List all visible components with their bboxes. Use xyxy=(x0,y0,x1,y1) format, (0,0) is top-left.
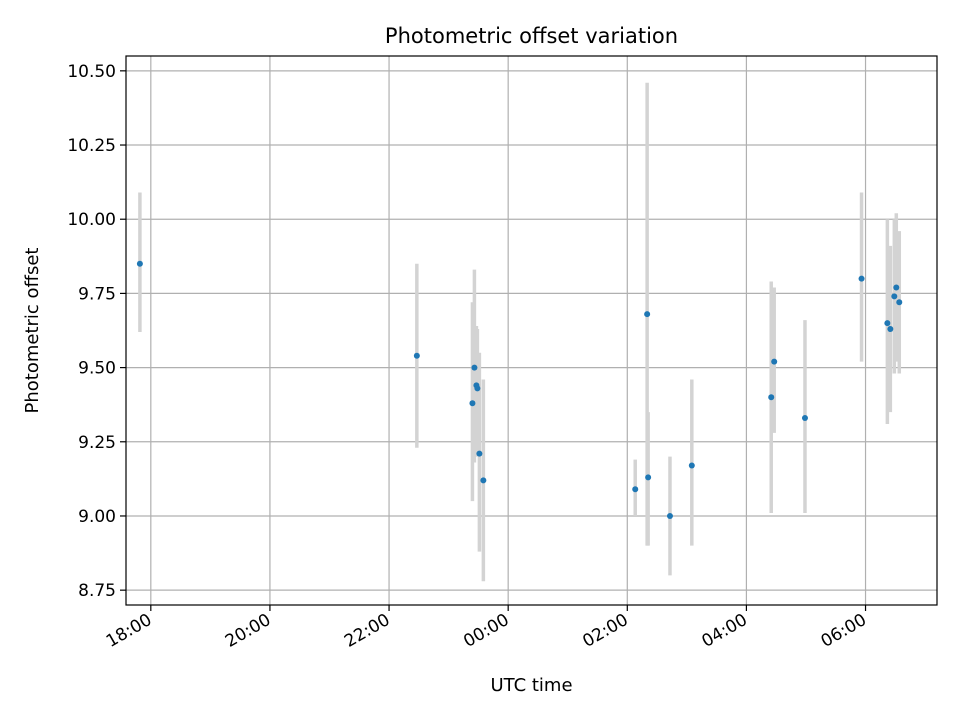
y-tick-label: 10.25 xyxy=(67,136,116,156)
data-point xyxy=(480,477,487,484)
data-point xyxy=(666,512,673,519)
data-point xyxy=(632,486,639,493)
data-point xyxy=(887,326,894,333)
data-point xyxy=(474,385,481,392)
data-point xyxy=(768,394,775,401)
data-point xyxy=(858,275,865,282)
chart-title: Photometric offset variation xyxy=(385,24,678,48)
grid-layer xyxy=(126,56,937,605)
y-tick-label: 10.50 xyxy=(67,62,116,82)
y-tick-label: 8.75 xyxy=(78,581,116,601)
data-point xyxy=(136,260,143,267)
y-axis-title: Photometric offset xyxy=(22,248,43,414)
plot-frame xyxy=(125,55,938,606)
data-point xyxy=(645,474,652,481)
data-point xyxy=(801,415,808,422)
y-tick-label: 9.00 xyxy=(78,507,116,527)
y-tick-label: 9.50 xyxy=(78,359,116,379)
data-point xyxy=(471,364,478,371)
data-point xyxy=(688,462,695,469)
data-point xyxy=(896,299,903,306)
y-tick-label: 9.75 xyxy=(78,284,116,304)
point-layer xyxy=(136,260,903,519)
data-point xyxy=(893,284,900,291)
data-point xyxy=(413,352,420,359)
data-point xyxy=(476,450,483,457)
data-point xyxy=(884,320,891,327)
data-point xyxy=(644,311,651,318)
data-point xyxy=(771,358,778,365)
data-point xyxy=(469,400,476,407)
y-tick-label: 10.00 xyxy=(67,210,116,230)
data-point xyxy=(891,293,898,300)
y-axis-ticks: 8.75 9.00 9.25 9.50 9.75 10.00 10.25 10.50 xyxy=(67,62,126,601)
x-axis-title: UTC time xyxy=(490,675,572,696)
y-tick-label: 9.25 xyxy=(78,433,116,453)
